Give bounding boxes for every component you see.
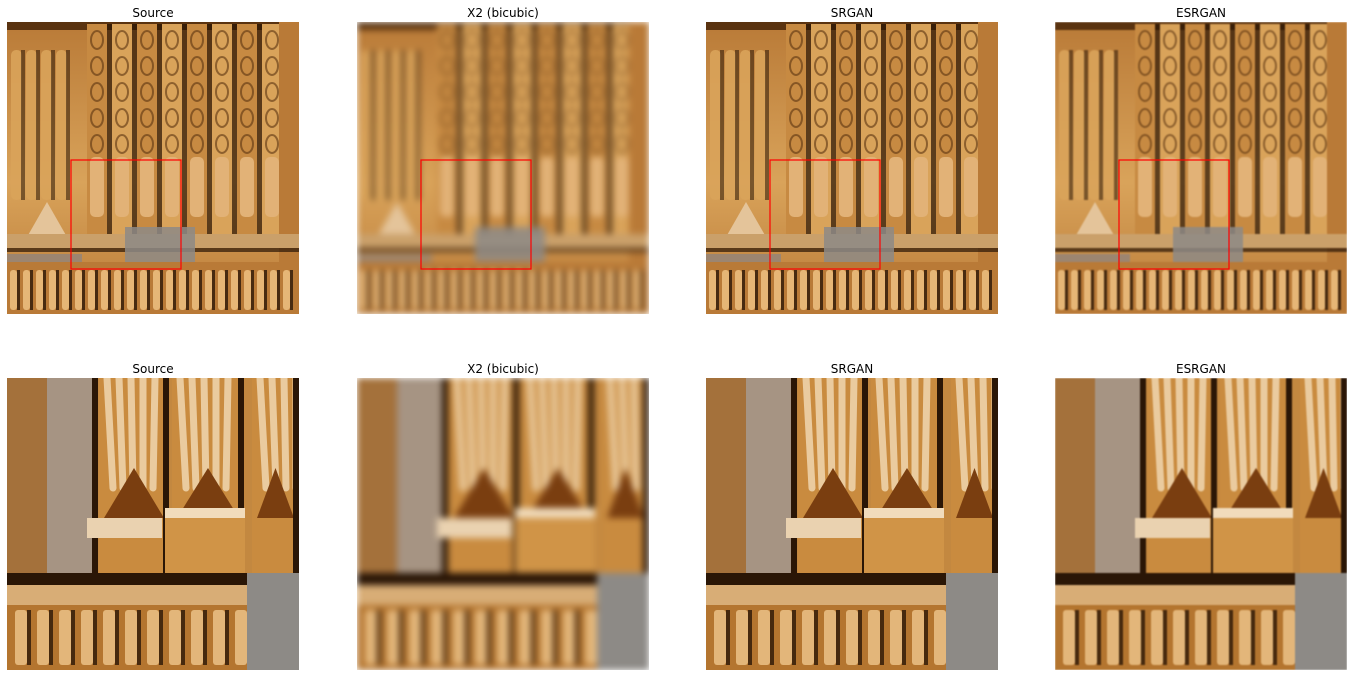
panel-title-source-full: Source bbox=[132, 6, 174, 20]
srgan-zoom-image bbox=[706, 378, 998, 670]
panel-title-esrgan-full: ESRGAN bbox=[1175, 6, 1227, 20]
bicubic-zoom-image bbox=[357, 378, 649, 670]
bicubic-full-image-drawing bbox=[357, 22, 649, 314]
panel-title-srgan-zoom: SRGAN bbox=[830, 362, 874, 376]
panel-title-source-zoom: Source bbox=[132, 362, 174, 376]
source-full-image bbox=[7, 22, 299, 314]
zoom-region-box bbox=[1118, 159, 1230, 270]
srgan-zoom-image-drawing bbox=[706, 378, 998, 670]
panel-title-bicubic-zoom: X2 (bicubic) bbox=[467, 362, 539, 376]
bicubic-zoom-image-drawing bbox=[357, 378, 649, 670]
esrgan-full-image bbox=[1055, 22, 1347, 314]
zoom-region-box bbox=[70, 159, 182, 270]
esrgan-full-image-drawing bbox=[1055, 22, 1347, 314]
panel-title-esrgan-zoom: ESRGAN bbox=[1175, 362, 1227, 376]
source-zoom-image-drawing bbox=[7, 378, 299, 670]
panel-title-srgan-full: SRGAN bbox=[830, 6, 874, 20]
srgan-full-image-drawing bbox=[706, 22, 998, 314]
zoom-region-box bbox=[769, 159, 881, 270]
source-zoom-image bbox=[7, 378, 299, 670]
panel-title-bicubic-full: X2 (bicubic) bbox=[467, 6, 539, 20]
zoom-region-box bbox=[420, 159, 532, 270]
srgan-full-image bbox=[706, 22, 998, 314]
esrgan-zoom-image-drawing bbox=[1055, 378, 1347, 670]
esrgan-zoom-image bbox=[1055, 378, 1347, 670]
bicubic-full-image bbox=[357, 22, 649, 314]
source-full-image-drawing bbox=[7, 22, 299, 314]
